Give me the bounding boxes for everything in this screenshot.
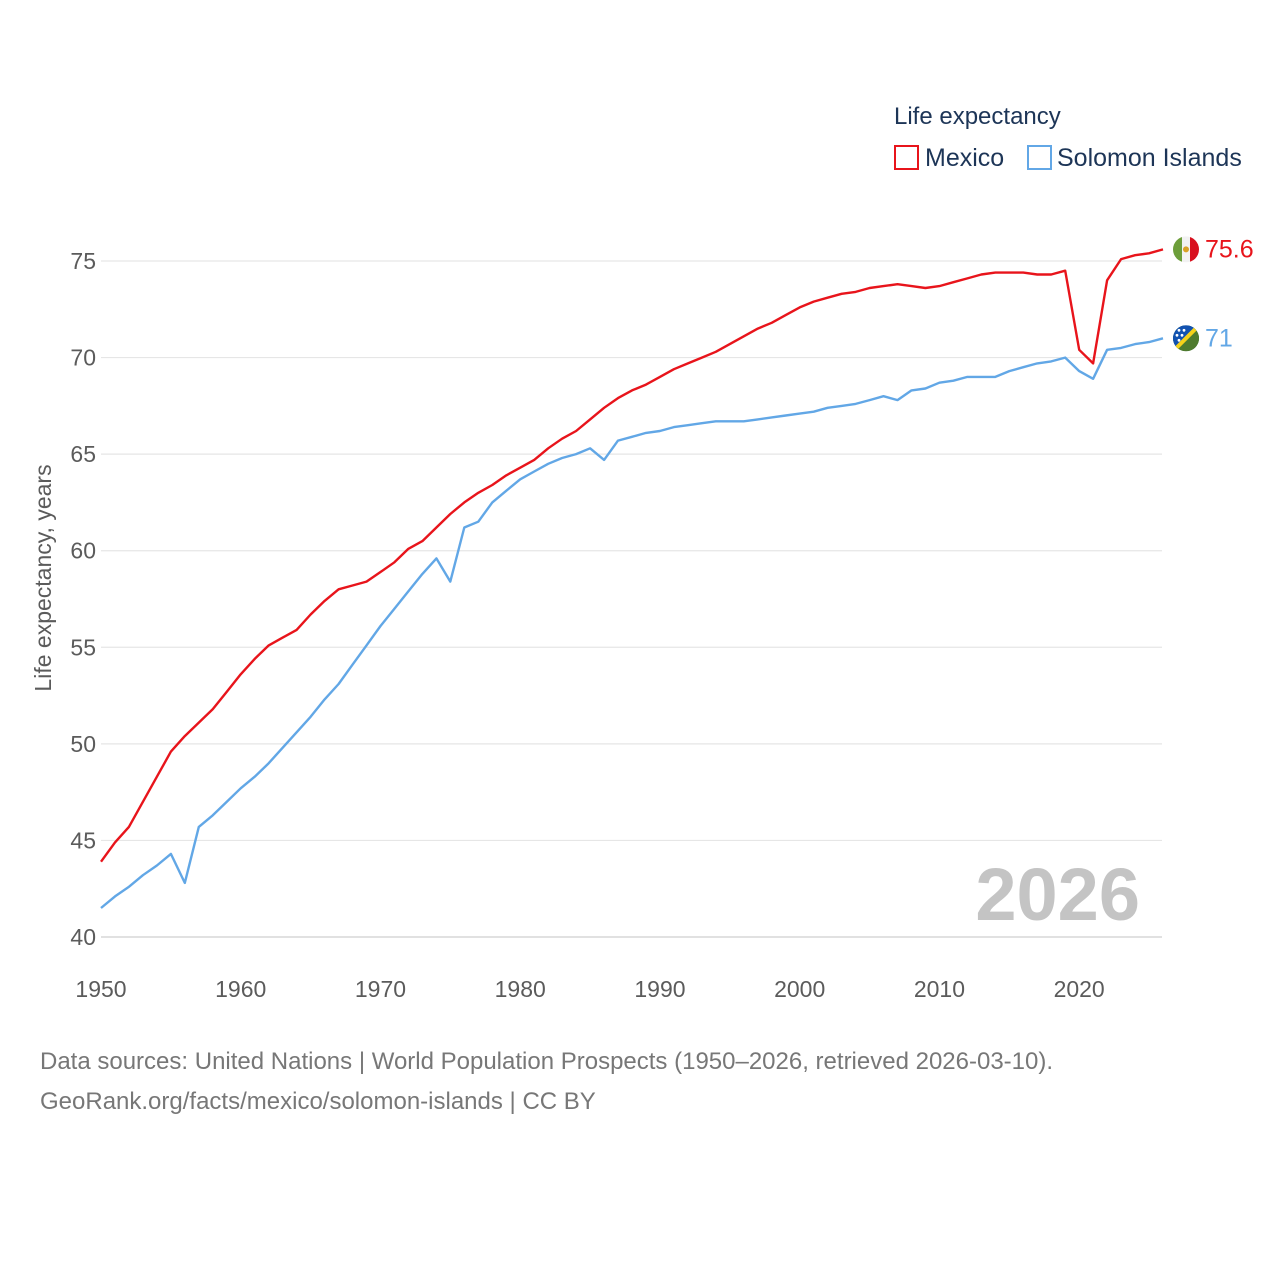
attribution-link[interactable]: GeoRank.org/facts/mexico/solomon-islands…	[40, 1088, 596, 1115]
legend-swatch-solomon-islands[interactable]	[1027, 145, 1052, 170]
x-tick-label-2020: 2020	[1054, 976, 1105, 1002]
end-value-label-solomon-islands: 71	[1205, 324, 1233, 352]
data-sources-text: Data sources: United Nations | World Pop…	[40, 1048, 1054, 1075]
series-line-mexico[interactable]	[100, 248, 1164, 863]
legend-label-solomon-islands[interactable]: Solomon Islands	[1057, 144, 1242, 172]
legend-swatch-mexico[interactable]	[894, 145, 919, 170]
y-tick-label-45: 45	[70, 827, 96, 853]
series-lines	[100, 248, 1164, 909]
mexico-flag-icon	[1173, 236, 1199, 263]
end-value-label-mexico: 75.6	[1205, 235, 1254, 263]
series-line-solomon-islands[interactable]	[100, 337, 1164, 909]
y-tick-label-40: 40	[70, 924, 96, 950]
legend-title: Life expectancy	[894, 103, 1061, 130]
grid	[101, 260, 1162, 938]
y-axis-label: Life expectancy, years	[30, 464, 56, 691]
year-watermark: 2026	[975, 853, 1140, 936]
y-tick-label-55: 55	[70, 634, 96, 660]
x-tick-label-1960: 1960	[215, 976, 266, 1002]
x-tick-label-2010: 2010	[914, 976, 965, 1002]
y-tick-label-65: 65	[70, 441, 96, 467]
x-tick-label-1980: 1980	[495, 976, 546, 1002]
y-axis: 40 45 50 55 60 65 70 75	[70, 248, 96, 950]
life-expectancy-chart: 40 45 50 55 60 65 70 75 1950 1960 1970 1980 1990 200…	[30, 103, 1254, 1002]
x-tick-label-1950: 1950	[75, 976, 126, 1002]
solomon-islands-flag-icon	[1173, 325, 1199, 352]
y-tick-label-75: 75	[70, 248, 96, 274]
y-tick-label-50: 50	[70, 731, 96, 757]
legend: Life expectancy Mexico Solomon Islands	[894, 103, 1242, 172]
x-axis: 1950 1960 1970 1980 1990 2000 2010 2020	[75, 976, 1104, 1002]
source-footer: Data sources: United Nations | World Pop…	[40, 1042, 1053, 1122]
y-tick-label-70: 70	[70, 345, 96, 371]
x-tick-label-1970: 1970	[355, 976, 406, 1002]
legend-label-mexico[interactable]: Mexico	[925, 144, 1004, 172]
x-tick-label-2000: 2000	[774, 976, 825, 1002]
y-tick-label-60: 60	[70, 538, 96, 564]
x-tick-label-1990: 1990	[634, 976, 685, 1002]
